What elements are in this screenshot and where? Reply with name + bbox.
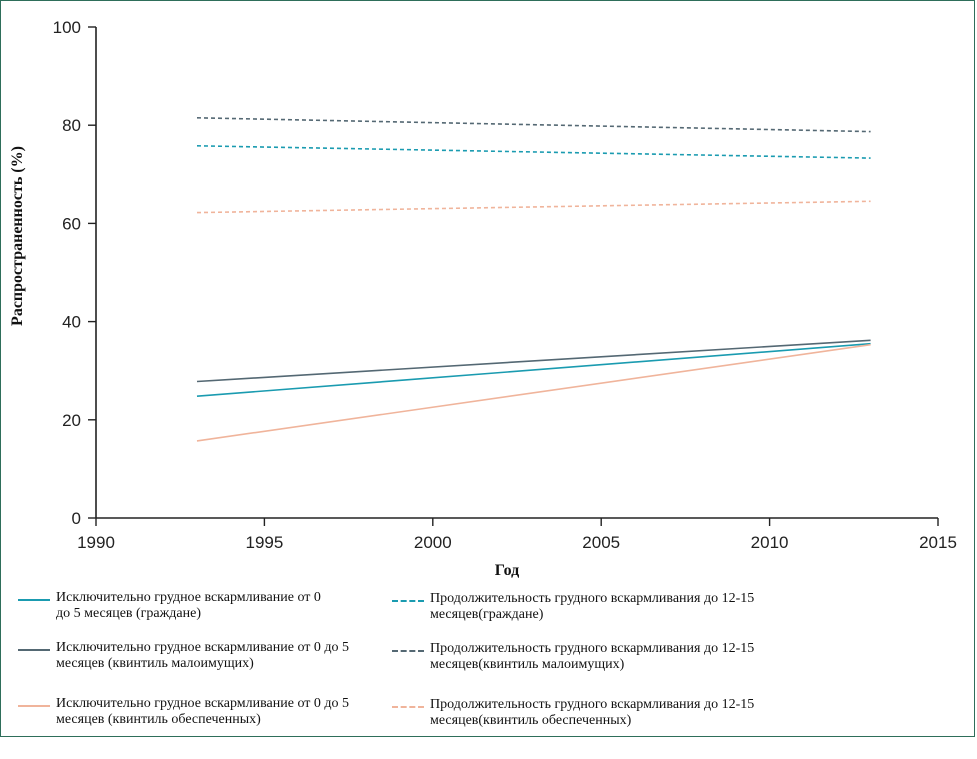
legend-label: Продолжительность грудного вскармливания…	[430, 591, 755, 622]
legend-label: Исключительно грудное вскармливание от 0…	[56, 640, 350, 671]
y-tick-label: 80	[62, 116, 81, 135]
axes: 1990 1995 2000 2005 2010 2015 0 20 40 60 80 100	[53, 18, 957, 552]
series-line-4	[196, 145, 871, 159]
legend-item: Продолжительность грудного вскармливания…	[392, 697, 772, 729]
legend-item: Продолжительность грудного вскармливания…	[392, 641, 772, 673]
legend-swatch-dashed-teal	[392, 600, 424, 602]
y-tick-label: 20	[62, 411, 81, 430]
legend-item: Исключительно грудное вскармливание от 0…	[18, 640, 363, 672]
y-tick-label: 40	[62, 313, 81, 332]
legend-swatch-dashed-slate	[392, 650, 424, 652]
series-line-5	[196, 117, 871, 133]
legend-item: Исключительно грудное вскармливание от 0…	[18, 696, 383, 728]
legend-label: Продолжительность грудного вскармливания…	[430, 641, 755, 672]
legend-item: Исключительно грудное вскармливание от 0…	[18, 590, 363, 622]
x-tick-label: 1990	[77, 533, 115, 552]
line-chart: 1990 1995 2000 2005 2010 2015 0 20 40 60 80 100 Год…	[9, 18, 957, 579]
legend-swatch-solid-slate	[18, 649, 50, 651]
legend-item: Продолжительность грудного вскармливания…	[392, 591, 772, 623]
legend-swatch-solid-teal	[18, 599, 50, 601]
y-tick-label: 100	[53, 18, 81, 37]
legend-label: Продолжительность грудного вскармливания…	[430, 697, 755, 728]
series-line-1	[196, 342, 871, 397]
legend-swatch-solid-peach	[18, 705, 50, 707]
y-tick-label: 0	[72, 509, 81, 528]
plot-series	[196, 117, 871, 442]
series-line-6	[196, 200, 871, 214]
series-line-3	[196, 343, 871, 442]
x-tick-label: 2005	[582, 533, 620, 552]
x-tick-label: 2010	[751, 533, 789, 552]
y-axis-title: Распространенность (%)	[9, 146, 26, 326]
series-line-2	[196, 339, 871, 383]
legend-label: Исключительно грудное вскармливание от 0…	[56, 696, 350, 727]
chart-frame	[0, 0, 975, 737]
x-tick-label: 1995	[245, 533, 283, 552]
legend-swatch-dashed-peach	[392, 706, 424, 708]
x-tick-label: 2000	[414, 533, 452, 552]
legend-label: Исключительно грудное вскармливание от 0…	[56, 590, 321, 621]
x-axis-title: Год	[495, 562, 519, 579]
x-tick-label: 2015	[919, 533, 957, 552]
y-tick-label: 60	[62, 214, 81, 233]
